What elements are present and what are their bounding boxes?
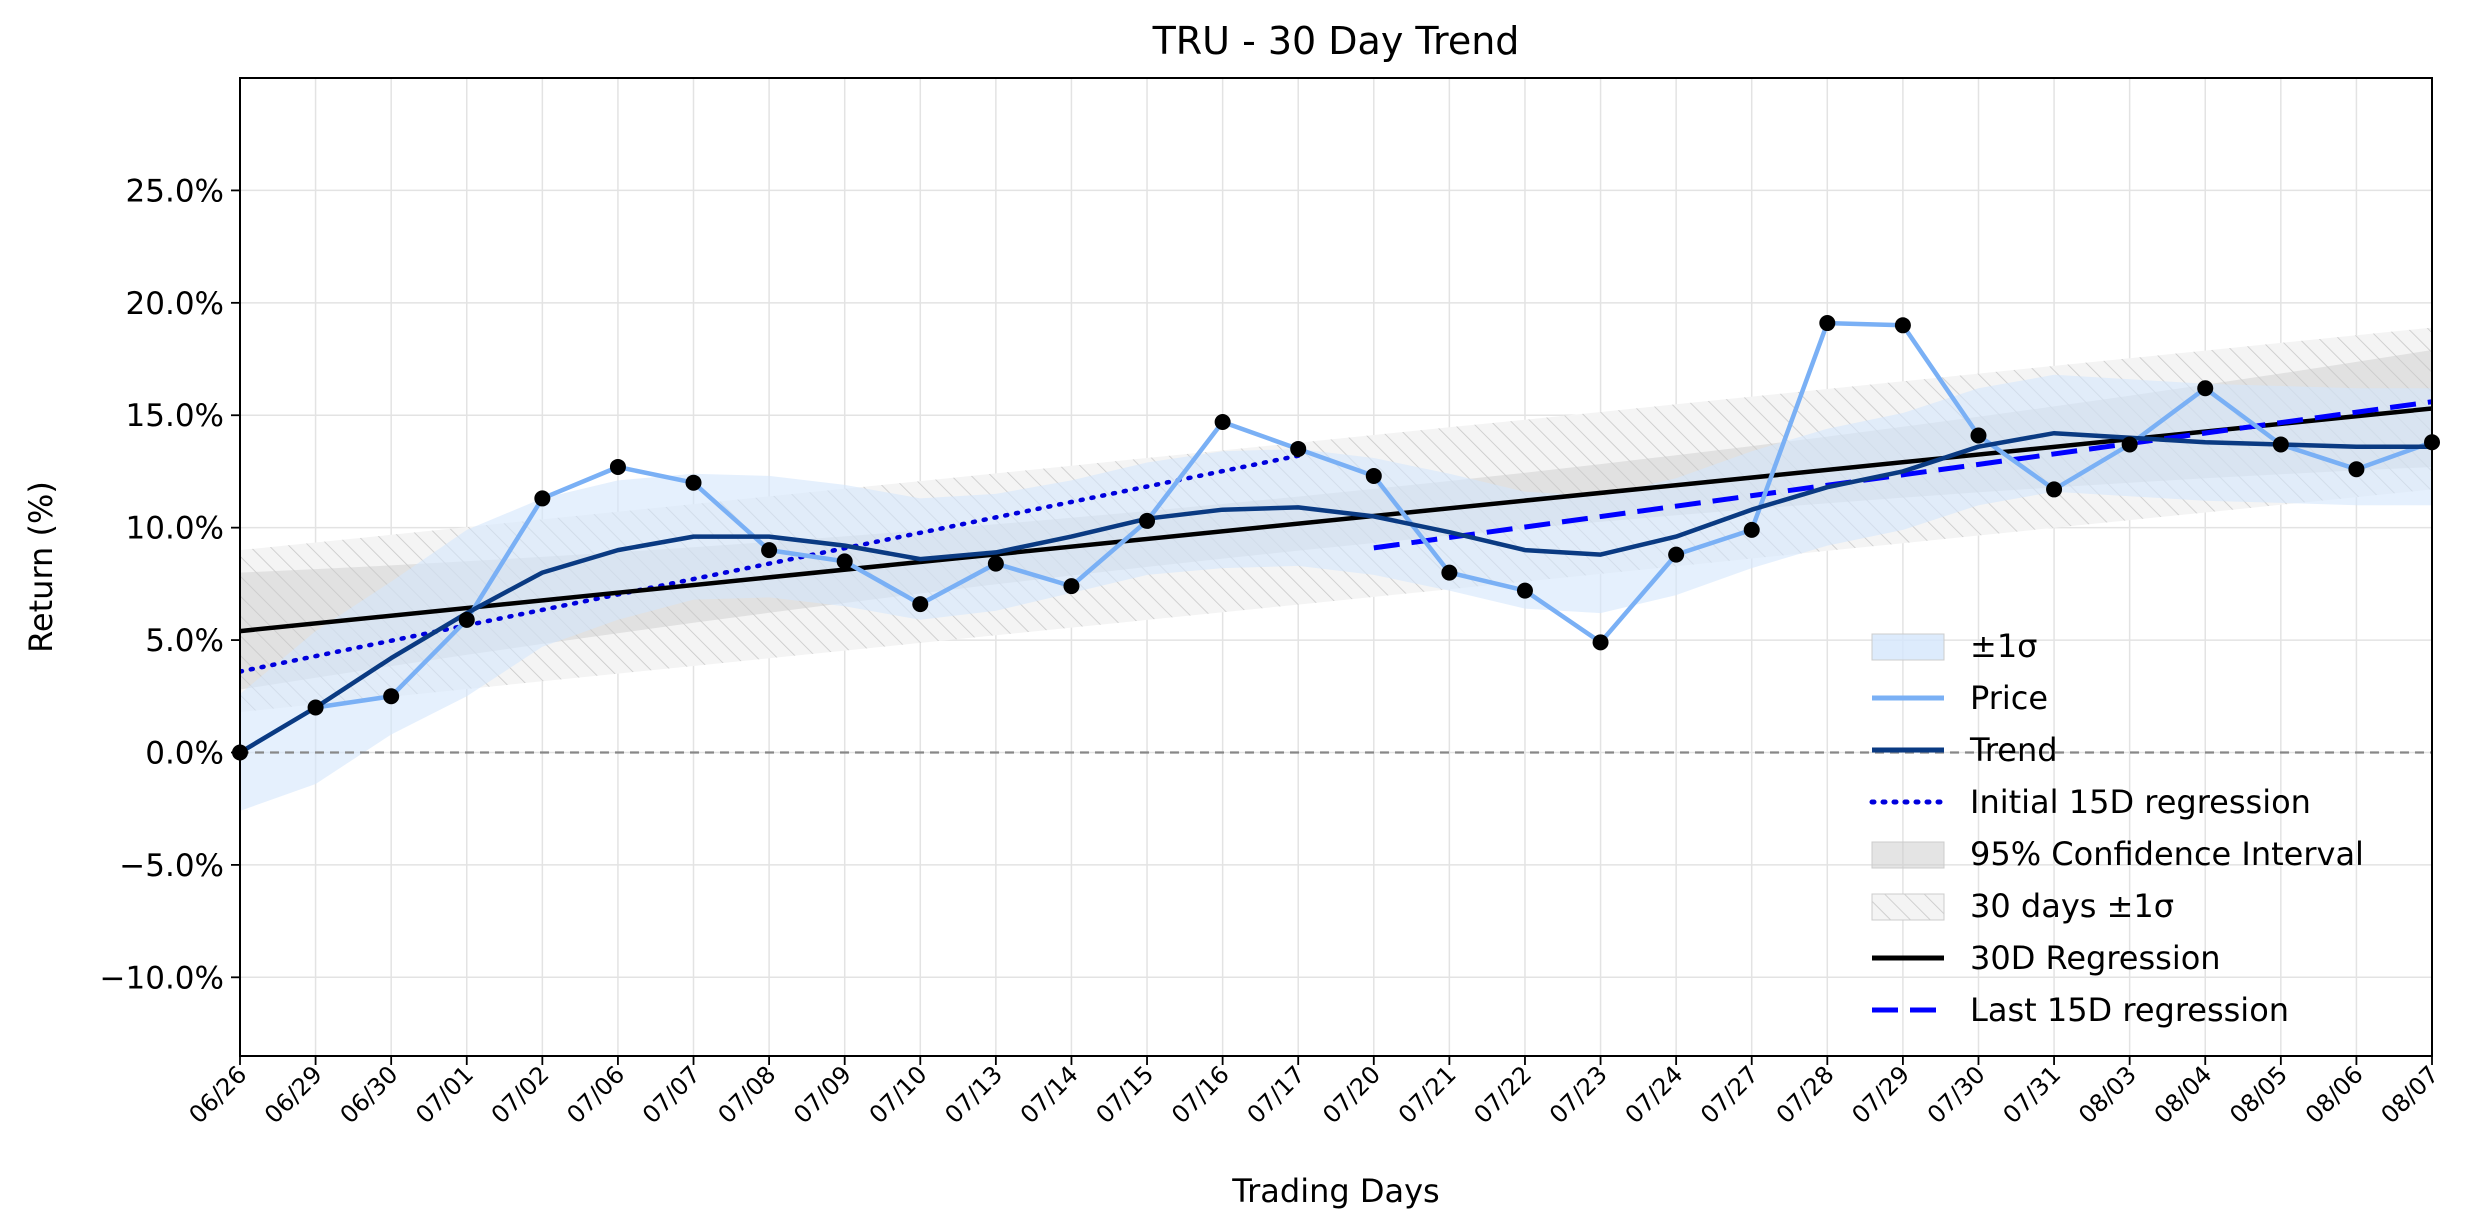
x-tick-label: 07/10 (864, 1060, 933, 1129)
x-tick-label: 08/03 (2073, 1060, 2142, 1129)
x-tick-label: 07/29 (1846, 1060, 1915, 1129)
price-point (609, 458, 626, 475)
y-tick-label: −5.0% (119, 848, 224, 884)
x-tick-label: 07/31 (1998, 1060, 2067, 1129)
x-tick-label: 07/24 (1620, 1060, 1689, 1129)
legend: ±1σ Price Trend Initial 15D regression 95% C… (1869, 627, 2364, 1029)
price-point (2197, 380, 2214, 397)
x-tick-label: 07/14 (1015, 1060, 1084, 1129)
series-lines (240, 320, 2432, 755)
x-tick-label: 06/29 (259, 1060, 328, 1129)
x-tick-label: 07/09 (788, 1060, 857, 1129)
price-point (685, 474, 702, 491)
price-point (383, 688, 400, 705)
x-tick-label: 07/07 (637, 1060, 706, 1129)
price-line (240, 320, 2432, 755)
chart-title: TRU - 30 Day Trend (1152, 19, 1520, 63)
x-tick-label: 07/01 (410, 1060, 479, 1129)
plot-frame (239, 77, 2433, 1057)
price-point (1365, 467, 1382, 484)
legend-label: ±1σ (1970, 627, 2037, 665)
price-point (1668, 546, 1685, 563)
price-point (1819, 315, 1836, 332)
y-tick-label: 10.0% (126, 511, 224, 547)
x-tick-label: 08/04 (2149, 1060, 2218, 1129)
x-axis-label: Trading Days (1231, 1172, 1439, 1210)
x-axis-ticks: 06/26 06/29 06/30 07/01 07/02 07/06 07/07 07/08… (184, 1056, 2445, 1129)
y-axis-ticks: −10.0% −5.0% 0.0% 5.0% 10.0% 15.0% 20.0% 25.0% (100, 173, 240, 996)
price-point (1894, 317, 1911, 334)
x-tick-label: 07/21 (1393, 1060, 1462, 1129)
initial-15d-regression-line (240, 453, 1301, 674)
price-point (1970, 427, 1987, 444)
legend-swatch (1871, 633, 1945, 661)
price-point (1139, 512, 1156, 529)
y-tick-label: 20.0% (126, 286, 224, 322)
x-tick-label: 07/16 (1166, 1060, 1235, 1129)
price-point (2272, 436, 2289, 453)
y-tick-label: 15.0% (126, 398, 224, 434)
x-tick-label: 07/13 (939, 1060, 1008, 1129)
legend-swatch (1871, 893, 1945, 921)
x-tick-label: 07/17 (1242, 1060, 1311, 1129)
x-tick-label: 07/20 (1317, 1060, 1386, 1129)
price-point (2121, 436, 2138, 453)
price-point (1592, 634, 1609, 651)
price-points (232, 315, 2440, 761)
price-point (761, 542, 778, 559)
price-point (458, 611, 475, 628)
price-point (1516, 582, 1533, 599)
x-tick-label: 08/05 (2224, 1060, 2293, 1129)
legend-label: Last 15D regression (1970, 991, 2289, 1029)
x-tick-label: 07/06 (561, 1060, 630, 1129)
x-tick-label: 06/30 (335, 1060, 404, 1129)
x-tick-label: 08/06 (2300, 1060, 2369, 1129)
price-point (1290, 440, 1307, 457)
y-tick-label: 5.0% (145, 623, 224, 659)
y-tick-label: −10.0% (100, 960, 224, 996)
legend-label: Trend (1969, 731, 2058, 769)
legend-label: 30 days ±1σ (1970, 887, 2174, 925)
band-sigma (240, 374, 2432, 811)
price-point (987, 555, 1004, 572)
price-point (2046, 481, 2063, 498)
legend-label: 30D Regression (1970, 939, 2221, 977)
legend-swatch (1871, 841, 1945, 869)
price-point (1063, 578, 1080, 595)
price-point (307, 699, 324, 716)
x-tick-label: 06/26 (184, 1060, 253, 1129)
price-point (2348, 461, 2365, 478)
price-point (1214, 413, 1231, 430)
x-tick-label: 07/28 (1771, 1060, 1840, 1129)
x-tick-label: 07/30 (1922, 1060, 1991, 1129)
x-tick-label: 07/23 (1544, 1060, 1613, 1129)
x-tick-label: 07/08 (713, 1060, 782, 1129)
price-point (1743, 521, 1760, 538)
x-tick-label: 07/02 (486, 1060, 555, 1129)
legend-label: 95% Confidence Interval (1970, 835, 2364, 873)
regression-30d-line (240, 406, 2432, 634)
price-point (1441, 564, 1458, 581)
price-point (912, 596, 929, 613)
x-tick-label: 07/27 (1695, 1060, 1764, 1129)
trend-line (240, 430, 2432, 755)
legend-label: Price (1970, 679, 2048, 717)
price-point (836, 553, 853, 570)
x-tick-label: 07/22 (1468, 1060, 1537, 1129)
legend-label: Initial 15D regression (1970, 783, 2311, 821)
y-tick-label: 0.0% (145, 735, 224, 771)
y-tick-label: 25.0% (126, 173, 224, 209)
x-tick-label: 07/15 (1091, 1060, 1160, 1129)
x-tick-label: 08/07 (2376, 1060, 2445, 1129)
bands (240, 327, 2432, 811)
price-point (534, 490, 551, 507)
y-axis-label: Return (%) (22, 481, 60, 653)
